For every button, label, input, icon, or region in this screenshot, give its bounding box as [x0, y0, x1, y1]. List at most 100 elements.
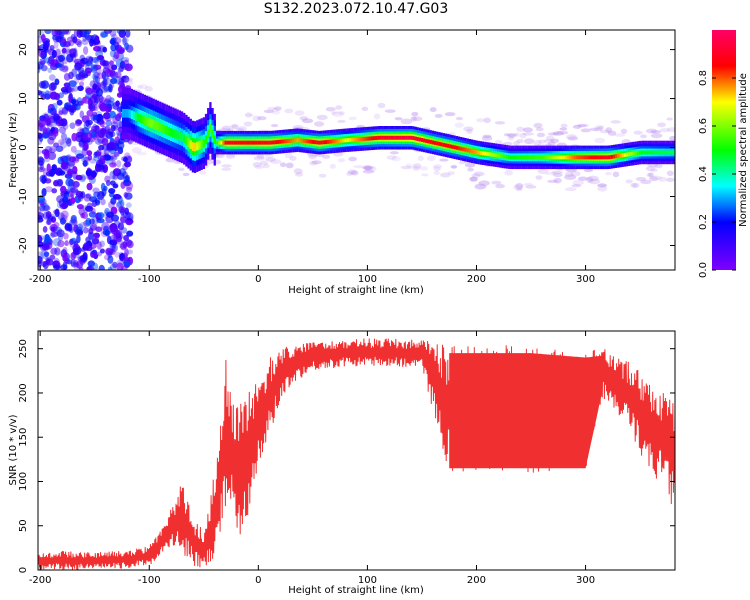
heatmap-cell [138, 83, 148, 90]
heatmap-cell [123, 192, 129, 198]
heatmap-cell [576, 124, 588, 128]
heatmap-cell [612, 154, 616, 159]
heatmap-cell [495, 184, 505, 189]
heatmap-cell [621, 153, 624, 158]
heatmap-cell [589, 127, 599, 132]
heatmap-cell [89, 38, 94, 47]
heatmap-cell [263, 109, 275, 114]
heatmap-cell [89, 158, 97, 164]
heatmap-cell [479, 150, 483, 155]
heatmap-cell [116, 200, 125, 208]
heatmap-cell [101, 222, 110, 231]
heatmap-cell [583, 168, 594, 173]
heatmap-cell [75, 174, 83, 181]
heatmap-cell [98, 94, 104, 104]
heatmap-cell [388, 135, 391, 140]
heatmap-cell [484, 151, 487, 156]
heatmap-cell [176, 130, 179, 140]
heatmap-cell [432, 164, 443, 169]
heatmap-cell [427, 139, 430, 144]
heatmap-cell [279, 139, 282, 144]
heatmap-cell [105, 100, 115, 108]
heatmap-cell [102, 60, 109, 69]
heatmap-cell [127, 155, 133, 164]
heatmap-cell [222, 140, 225, 145]
heatmap-cell [429, 139, 432, 144]
heatmap-cell [98, 144, 105, 151]
heatmap-cell [337, 158, 346, 163]
heatmap-cell [628, 152, 631, 157]
heatmap-cell [71, 132, 78, 142]
heatmap-cell [121, 75, 130, 83]
heatmap-cell [221, 164, 232, 168]
heatmap-cell [547, 141, 556, 146]
heatmap-cell [104, 207, 110, 215]
heatmap-cell [161, 124, 164, 133]
heatmap-cell [200, 139, 203, 149]
heatmap-cell [73, 224, 79, 233]
heatmap-cell [641, 150, 644, 155]
heatmap-cell [49, 223, 58, 232]
heatmap-cell [88, 102, 96, 112]
heatmap-cell [66, 86, 75, 93]
heatmap-cell [648, 172, 655, 178]
heatmap-cell [322, 154, 331, 159]
heatmap-cell [66, 36, 75, 43]
spectrogram-x-tick-label: 0 [255, 274, 261, 285]
spectrogram-x-tick-label: -100 [138, 274, 161, 285]
heatmap-cell [83, 30, 90, 39]
heatmap-cell [666, 177, 675, 182]
heatmap-cell [109, 223, 118, 233]
heatmap-cell [564, 174, 577, 180]
heatmap-cell [311, 139, 315, 144]
spectrogram-y-tick-label: 0 [18, 144, 29, 150]
heatmap-cell [659, 128, 671, 133]
heatmap-cell [86, 150, 93, 156]
heatmap-cell [237, 126, 247, 132]
heatmap-cell [109, 170, 116, 180]
heatmap-cell [75, 131, 84, 138]
heatmap-cell [335, 139, 339, 144]
heatmap-cell [90, 130, 97, 138]
heatmap-cell [525, 155, 528, 160]
heatmap-cell [113, 232, 120, 242]
heatmap-cell [559, 127, 568, 131]
heatmap-cell [229, 124, 238, 128]
heatmap-cell [124, 248, 129, 258]
heatmap-cell [313, 140, 317, 145]
heatmap-cell [136, 151, 148, 156]
heatmap-cell [449, 144, 452, 149]
heatmap-cell [294, 138, 297, 143]
heatmap-cell [351, 137, 354, 142]
heatmap-cell [66, 162, 75, 171]
heatmap-cell [94, 197, 101, 204]
heatmap-cell [377, 135, 380, 140]
heatmap-cell [49, 91, 58, 100]
heatmap-cell [353, 137, 356, 142]
heatmap-cell [259, 160, 268, 166]
heatmap-cell [213, 135, 216, 145]
heatmap-cell [270, 140, 273, 145]
heatmap-cell [505, 154, 509, 159]
heatmap-cell [375, 136, 378, 140]
heatmap-cell [421, 173, 429, 177]
heatmap-cell [523, 183, 534, 187]
heatmap-cell [639, 150, 642, 155]
heatmap-cell [268, 140, 271, 145]
heatmap-cell [417, 155, 424, 162]
heatmap-cell [366, 136, 369, 141]
heatmap-cell [58, 107, 67, 115]
heatmap-cell [337, 119, 346, 123]
heatmap-cell [586, 155, 589, 160]
heatmap-cell [455, 116, 463, 121]
heatmap-cell [244, 140, 247, 145]
heatmap-cell [272, 140, 275, 145]
heatmap-cell [330, 111, 338, 115]
heatmap-cell [587, 175, 599, 182]
spectrogram-y-tick-label: -20 [18, 237, 29, 253]
heatmap-cell [111, 121, 118, 130]
heatmap-cell [538, 139, 547, 144]
heatmap-cell [650, 130, 662, 134]
heatmap-cell [38, 167, 44, 173]
heatmap-cell [601, 155, 605, 160]
